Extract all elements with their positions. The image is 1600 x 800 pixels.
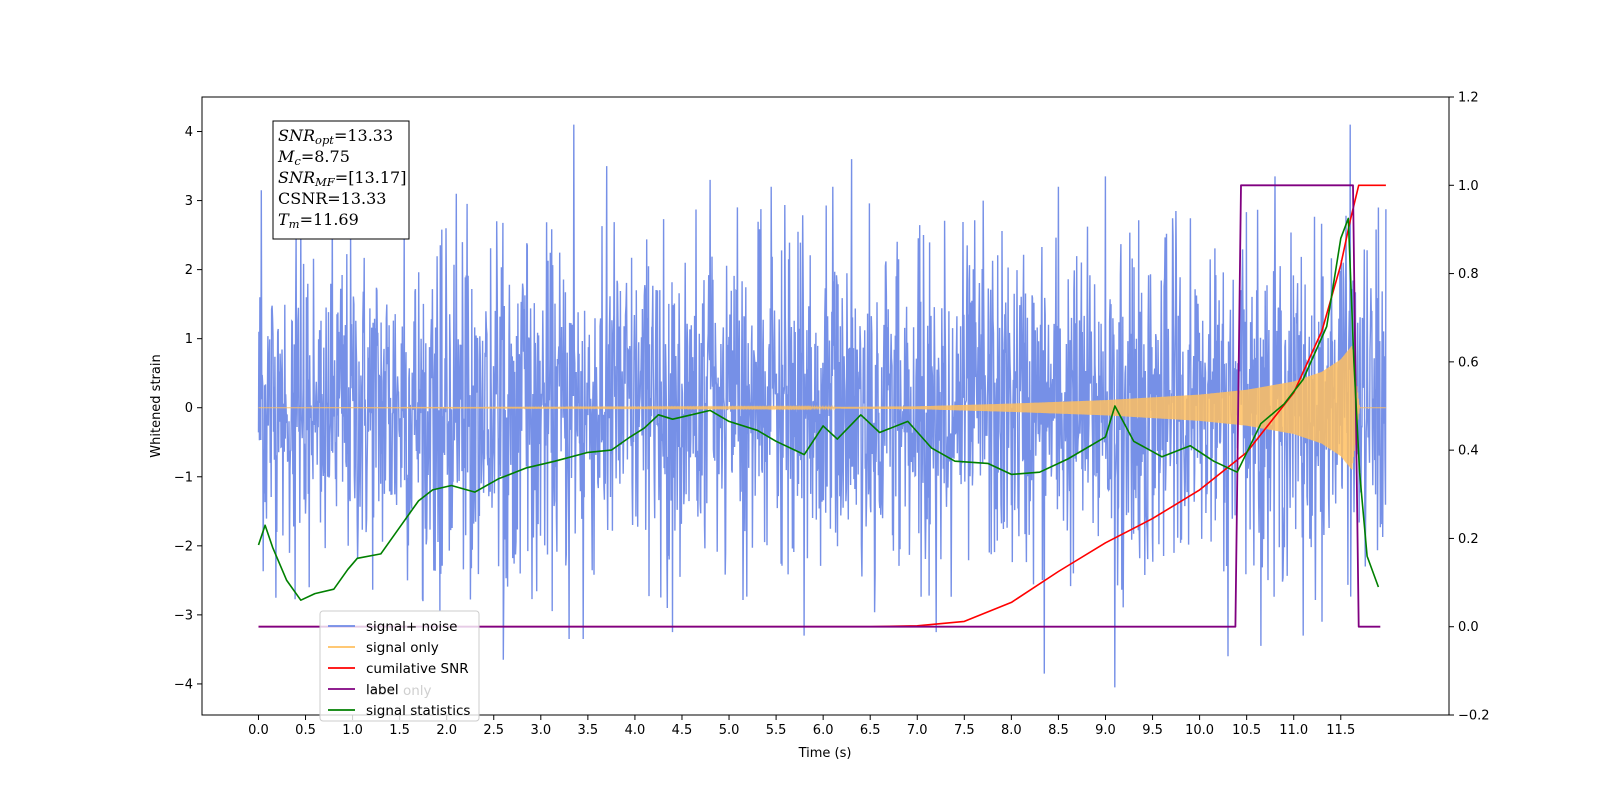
x-tick-label: 9.0 bbox=[1095, 723, 1116, 738]
x-tick-label: 5.5 bbox=[766, 723, 787, 738]
y-right-tick-label: 1.2 bbox=[1458, 91, 1479, 106]
legend-label: signal+ noise bbox=[366, 619, 457, 635]
x-tick-label: 7.0 bbox=[907, 723, 928, 738]
y-axis-right: 1.2 1.0 0.8 0.6 0.4 0.2 0.0 −0.2 bbox=[1449, 91, 1490, 724]
x-tick-label: 11.5 bbox=[1326, 723, 1355, 738]
y-left-tick-label: 2 bbox=[185, 263, 193, 278]
x-tick-label: 9.5 bbox=[1142, 723, 1163, 738]
legend-hidden-label: label only bbox=[366, 683, 432, 699]
y-right-tick-label: −0.2 bbox=[1458, 709, 1490, 724]
y-right-tick-label: 0.6 bbox=[1458, 355, 1479, 370]
plot-frame bbox=[201, 96, 1450, 716]
legend-frame bbox=[319, 610, 480, 722]
signal-noise-line bbox=[257, 124, 1387, 688]
signal-statistics-line bbox=[257, 217, 1380, 601]
y-axis-label: Whitened strain bbox=[149, 354, 164, 457]
series-layer bbox=[257, 124, 1387, 688]
cumulative-snr-line bbox=[258, 184, 1386, 628]
y-right-tick-label: 0.2 bbox=[1458, 532, 1479, 547]
x-tick-label: 3.0 bbox=[530, 723, 551, 738]
x-tick-label: 4.5 bbox=[672, 723, 693, 738]
legend-label: label bbox=[366, 682, 399, 698]
x-tick-label: 8.5 bbox=[1048, 723, 1069, 738]
x-tick-label: 7.5 bbox=[954, 723, 975, 738]
x-tick-label: 4.0 bbox=[625, 723, 646, 738]
signal-only-line bbox=[258, 345, 1386, 470]
y-left-tick-label: −3 bbox=[174, 608, 193, 623]
legend: label only signal+ noise signal only cumila… bbox=[319, 610, 480, 722]
x-tick-label: 1.5 bbox=[389, 723, 410, 738]
legend-label: cumilative SNR bbox=[366, 661, 469, 677]
x-tick-label: 2.0 bbox=[436, 723, 457, 738]
x-tick-label: 3.5 bbox=[578, 723, 599, 738]
annotation-line: CSNR=13.33 bbox=[278, 189, 386, 208]
label-line bbox=[258, 184, 1381, 628]
x-tick-label: 8.0 bbox=[1001, 723, 1022, 738]
x-tick-label: 2.5 bbox=[483, 723, 504, 738]
y-axis-left: 4 3 2 1 0 −1 −2 −3 −4 bbox=[174, 125, 202, 692]
x-tick-label: 6.5 bbox=[860, 723, 881, 738]
x-axis: 0.0 0.5 1.0 1.5 2.0 2.5 3.0 3.5 4.0 4.5 5.0 5.5 6.0 6… bbox=[248, 715, 1355, 738]
y-left-tick-label: 3 bbox=[185, 194, 193, 209]
annotation-frame bbox=[272, 120, 410, 240]
x-tick-label: 11.0 bbox=[1279, 723, 1308, 738]
x-axis-label: Time (s) bbox=[798, 746, 852, 761]
legend-label: signal only bbox=[366, 640, 439, 656]
x-tick-label: 6.0 bbox=[813, 723, 834, 738]
annotation-line: SNRMF=[13.17] bbox=[278, 168, 406, 189]
y-right-tick-label: 0.4 bbox=[1458, 444, 1479, 459]
y-left-tick-label: −1 bbox=[174, 470, 193, 485]
y-left-tick-label: 1 bbox=[185, 332, 193, 347]
y-left-tick-label: −4 bbox=[174, 677, 193, 692]
y-right-tick-label: 0.0 bbox=[1458, 620, 1479, 635]
y-left-tick-label: −2 bbox=[174, 539, 193, 554]
x-tick-label: 10.0 bbox=[1185, 723, 1214, 738]
x-tick-label: 0.0 bbox=[248, 723, 269, 738]
x-tick-label: 10.5 bbox=[1232, 723, 1261, 738]
annotation-line: Tm=11.69 bbox=[278, 210, 359, 231]
annotation-line: SNRopt=13.33 bbox=[278, 126, 393, 147]
annotation-box: SNRopt=13.33Mc=8.75SNRMF=[13.17]CSNR=13.… bbox=[272, 120, 410, 240]
y-right-tick-label: 1.0 bbox=[1458, 179, 1479, 194]
y-left-tick-label: 4 bbox=[185, 125, 193, 140]
y-left-tick-label: 0 bbox=[185, 401, 193, 416]
y-right-tick-label: 0.8 bbox=[1458, 267, 1479, 282]
legend-label: signal statistics bbox=[366, 703, 470, 719]
x-tick-label: 1.0 bbox=[342, 723, 363, 738]
x-tick-label: 5.0 bbox=[719, 723, 740, 738]
x-tick-label: 0.5 bbox=[295, 723, 316, 738]
annotation-line: Mc=8.75 bbox=[277, 147, 350, 168]
